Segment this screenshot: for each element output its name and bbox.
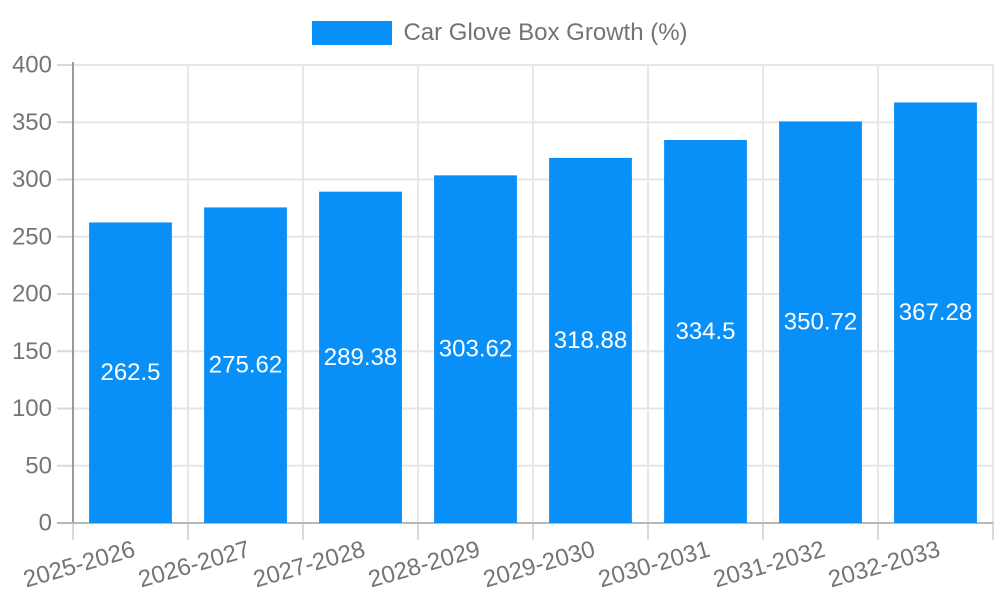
bar-value-label: 318.88 bbox=[554, 327, 627, 354]
bar[interactable] bbox=[434, 175, 517, 523]
bar-value-label: 303.62 bbox=[439, 336, 512, 363]
bar[interactable] bbox=[894, 102, 977, 523]
bar[interactable] bbox=[779, 121, 862, 523]
legend-label: Car Glove Box Growth (%) bbox=[403, 19, 688, 46]
y-tick-label: 150 bbox=[12, 338, 52, 365]
bar-value-label: 334.5 bbox=[675, 318, 735, 345]
bar[interactable] bbox=[664, 139, 747, 523]
x-tick-label: 2031-2032 bbox=[710, 536, 828, 594]
bar[interactable] bbox=[204, 207, 287, 523]
bar[interactable] bbox=[549, 157, 632, 524]
y-tick-label: 250 bbox=[12, 223, 52, 250]
y-tick-label: 200 bbox=[12, 281, 52, 308]
bar-value-label: 275.62 bbox=[209, 352, 282, 379]
y-tick-label: 0 bbox=[39, 510, 52, 537]
legend-swatch bbox=[312, 21, 393, 45]
bar-value-label: 262.5 bbox=[100, 359, 160, 386]
x-tick-label: 2026-2027 bbox=[135, 536, 253, 594]
bar-value-label: 367.28 bbox=[899, 299, 972, 326]
x-tick-label: 2028-2029 bbox=[365, 536, 483, 594]
bar[interactable] bbox=[319, 191, 402, 523]
x-tick-label: 2027-2028 bbox=[250, 536, 368, 594]
y-tick-label: 350 bbox=[12, 109, 52, 136]
y-tick-label: 100 bbox=[12, 395, 52, 422]
y-tick-label: 400 bbox=[12, 52, 52, 79]
bar-value-label: 350.72 bbox=[784, 309, 857, 336]
y-tick-label: 50 bbox=[25, 452, 52, 479]
x-tick-label: 2025-2026 bbox=[20, 536, 138, 594]
x-tick-label: 2029-2030 bbox=[480, 536, 598, 594]
bar[interactable] bbox=[89, 222, 172, 523]
bar-value-label: 289.38 bbox=[324, 344, 397, 371]
x-tick-label: 2032-2033 bbox=[825, 536, 943, 594]
x-tick-label: 2030-2031 bbox=[595, 536, 713, 594]
y-tick-label: 300 bbox=[12, 166, 52, 193]
legend-item[interactable]: Car Glove Box Growth (%) bbox=[0, 19, 1000, 47]
